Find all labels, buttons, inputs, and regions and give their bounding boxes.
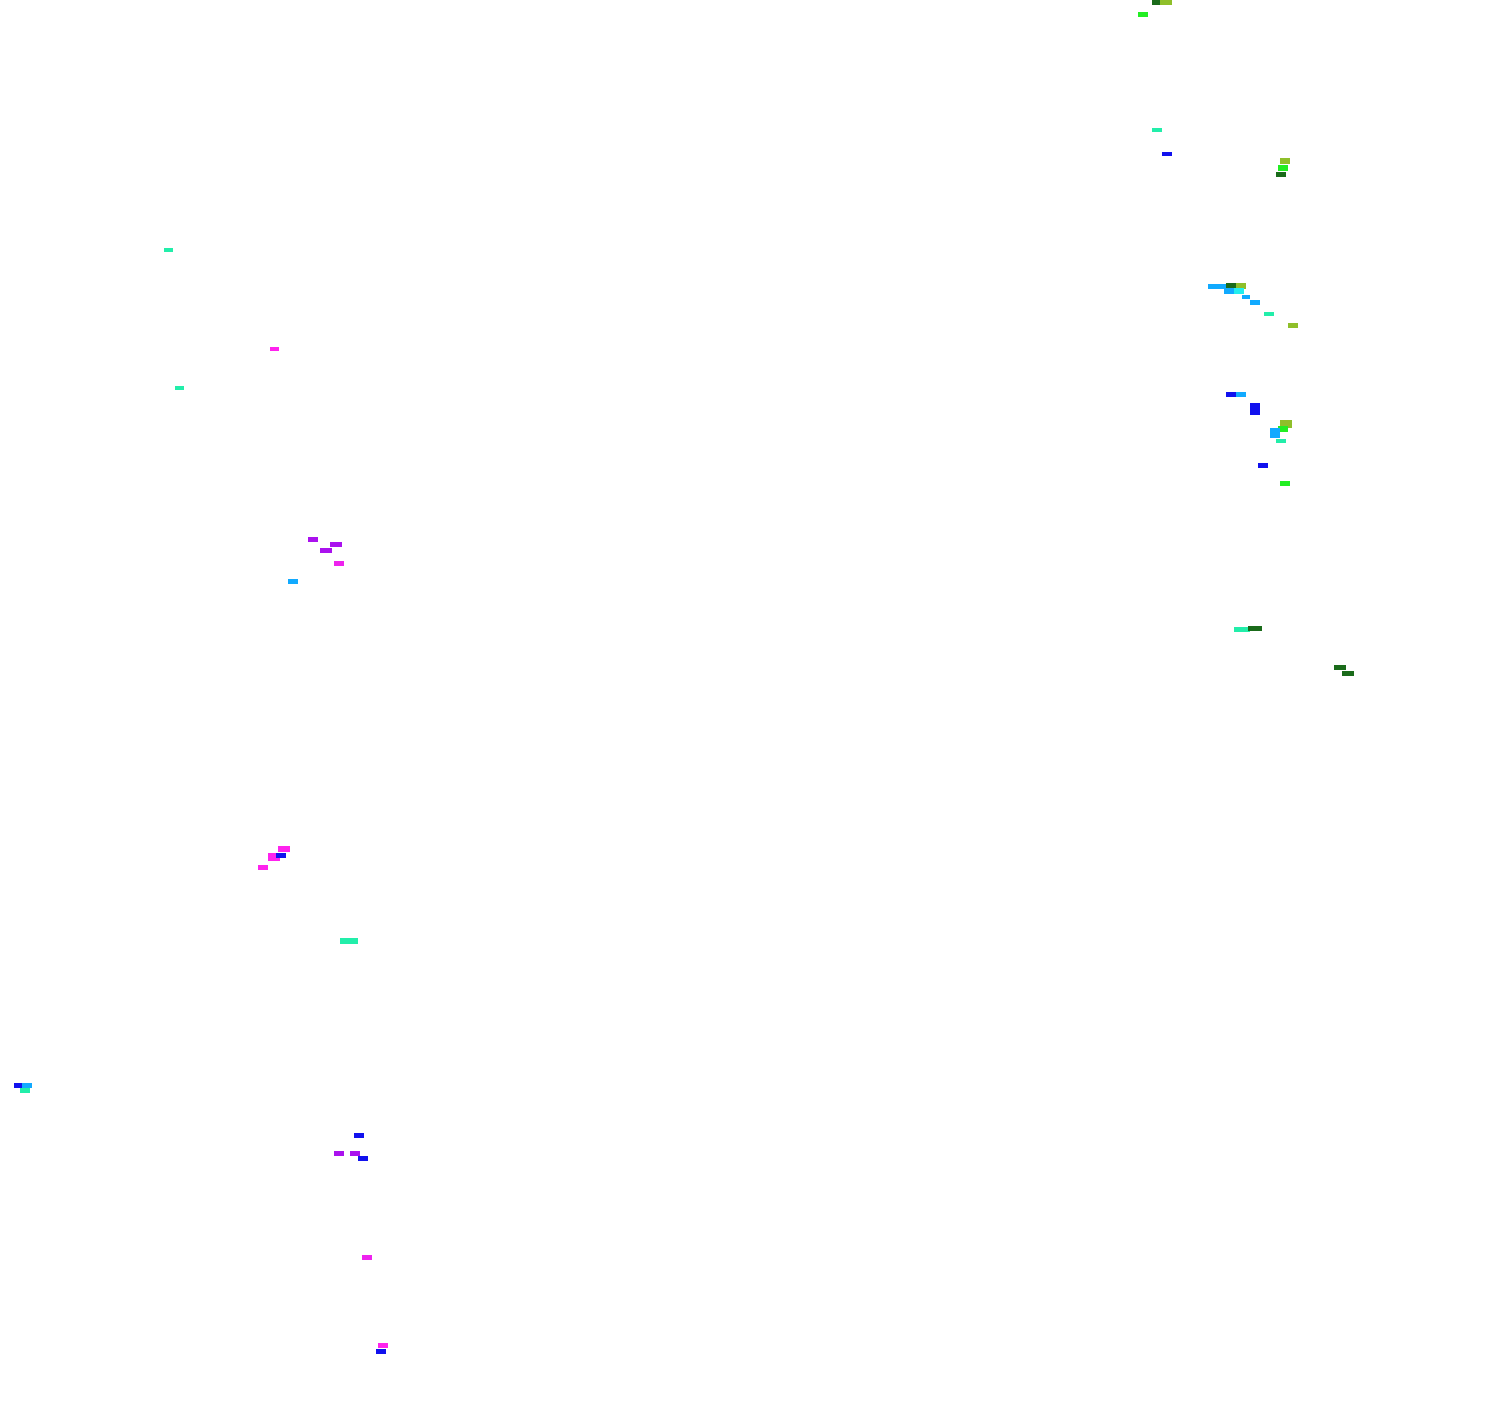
speckle [376,1349,386,1354]
speckle [350,1151,360,1156]
speckle [378,1343,388,1348]
speckle [1278,165,1288,171]
speckle [1276,172,1286,177]
speckle [1250,300,1260,305]
speckle [330,542,342,547]
speckle [1236,283,1246,289]
speckle [1264,312,1274,316]
speckle [1278,426,1288,432]
speckle [354,1133,364,1138]
speckle [1152,128,1162,132]
speckle [258,865,268,870]
speckle [1248,626,1262,631]
speckle [14,1083,26,1088]
speckle [1152,0,1162,5]
speckle [308,537,318,542]
speckle [278,846,290,852]
speckle [1334,665,1346,670]
speckle [1234,627,1250,632]
speckle [362,1255,372,1260]
speckle [1224,288,1234,294]
speckle [20,1088,30,1093]
speckle [1280,420,1292,428]
speckle [1160,0,1172,5]
speckles [14,0,1354,1354]
speckle [320,548,332,553]
speckle [334,561,344,566]
speckle [1280,481,1290,486]
speckle [340,938,358,944]
speckle [276,853,286,858]
speckle [1162,152,1172,156]
speckle [1226,283,1236,288]
speckle [334,1151,344,1156]
speckle [1250,403,1260,415]
speckle [1226,392,1238,397]
speckle [1288,323,1298,328]
speckle [175,386,184,390]
speckle [22,1083,32,1088]
speckle [164,248,173,252]
speckle [1234,288,1244,294]
speckle [1276,439,1286,443]
speckle [1138,12,1148,17]
speckle [268,853,280,861]
speckle [1258,463,1268,468]
speckle [270,347,279,351]
speckle [358,1156,368,1161]
speckle [1270,428,1280,438]
speckle [1342,671,1354,676]
speckle [288,579,298,584]
speckle [1280,158,1290,164]
speckle [1242,295,1250,299]
speckle [1208,284,1228,289]
speckle [1236,392,1246,397]
